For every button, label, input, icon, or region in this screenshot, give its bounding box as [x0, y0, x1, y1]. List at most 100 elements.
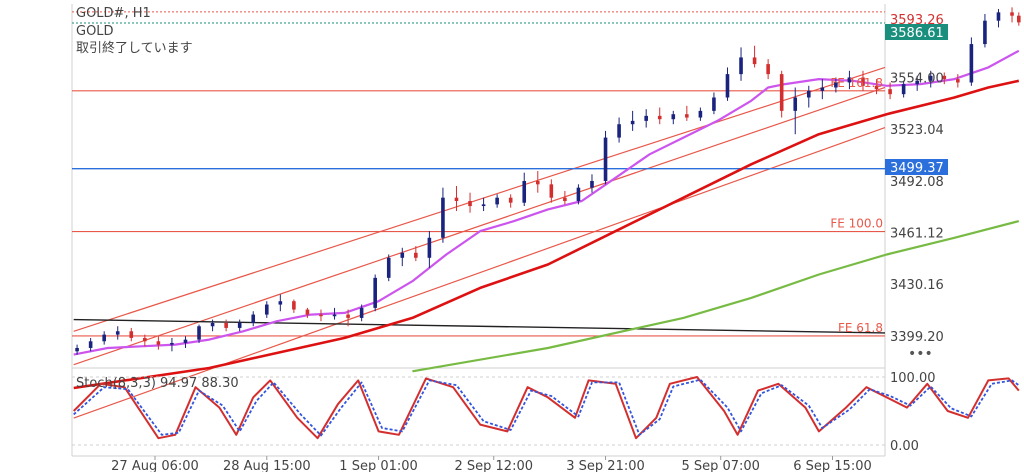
candle-body	[170, 342, 174, 345]
time-tick-label: 5 Sep 07:00	[681, 459, 760, 472]
candle-body	[563, 197, 567, 202]
candle-body	[752, 57, 757, 65]
candle-body	[834, 82, 838, 88]
time-axis-ticks: 27 Aug 06:00 28 Aug 15:00 1 Sep 01:00 2 Sep…	[111, 456, 872, 474]
candle-body	[88, 341, 93, 348]
moving-average-line-2	[412, 220, 1020, 373]
candle-body	[739, 57, 743, 75]
candle-body	[1010, 12, 1014, 16]
more-options-button[interactable]: •••	[908, 346, 933, 362]
moving-average-line-0	[73, 49, 1020, 356]
blue-line-badge	[885, 159, 948, 175]
candle-body	[332, 314, 337, 317]
candle-body	[630, 120, 635, 125]
trend-line-3	[73, 318, 886, 334]
candle-body	[373, 277, 377, 308]
time-tick-label: 1 Sep 01:00	[339, 459, 418, 472]
candle-body	[888, 89, 892, 95]
candle-body	[969, 44, 974, 83]
stoch-series-0	[72, 376, 1020, 440]
candle-body	[671, 114, 676, 120]
candle-body	[400, 252, 405, 258]
price-tick-label: 3430.16	[890, 278, 944, 293]
candle-body	[820, 87, 825, 91]
candle-body	[251, 314, 256, 323]
candle-body	[996, 12, 1001, 21]
price-axis-ticks: 3554.00 3523.04 3492.08 3461.12 3430.16 3399.…	[890, 71, 944, 454]
candle-body	[956, 79, 960, 83]
time-tick-label: 2 Sep 12:00	[454, 459, 533, 472]
candle-body	[522, 180, 527, 203]
stoch-series-1	[73, 378, 1020, 437]
time-tick-label: 6 Sep 15:00	[793, 459, 872, 472]
candle-body	[224, 322, 228, 328]
candle-body	[644, 115, 648, 121]
candle-body	[495, 197, 499, 205]
candle-body	[793, 97, 798, 111]
candle-body	[414, 252, 418, 258]
candle-body	[386, 257, 391, 278]
price-tick-label: 3461.12	[890, 227, 944, 242]
candle-body	[115, 331, 120, 335]
fibo-label: FE 100.0	[830, 217, 883, 231]
candle-body	[1017, 15, 1021, 23]
candle-body	[928, 75, 933, 81]
candle-body	[698, 110, 703, 118]
price-tick-label: 3399.20	[890, 330, 944, 345]
candle-body	[657, 115, 662, 120]
candle-body	[590, 180, 594, 188]
current-price-label: 3586.61	[890, 26, 944, 41]
candle-body	[901, 84, 906, 95]
candle-body	[454, 197, 459, 202]
candle-body	[779, 74, 784, 111]
candle-body	[725, 74, 730, 98]
price-tick-label: 3523.04	[890, 123, 944, 138]
candle-body	[874, 85, 879, 90]
fibo-labels: FE 161.8 FE 100.0 FE 61.8	[830, 76, 883, 335]
stochastic-oscillator	[72, 376, 1020, 446]
candle-body	[712, 97, 716, 111]
channel-line-1	[73, 86, 886, 366]
time-tick-label: 28 Aug 15:00	[223, 459, 311, 472]
stoch-tick-label: 100.00	[890, 371, 936, 386]
candle-body	[481, 204, 486, 207]
candle-body	[75, 347, 79, 352]
candle-body	[861, 77, 865, 86]
symbol-timeframe: GOLD#, H1	[76, 6, 151, 21]
candle-body	[942, 75, 947, 80]
channel-line-0	[73, 66, 886, 332]
candle-body	[441, 197, 445, 238]
candle-body	[576, 187, 581, 202]
candle-body	[319, 314, 323, 317]
candle-body	[359, 307, 364, 318]
channel-line-2	[73, 126, 886, 419]
candle-body	[427, 237, 432, 258]
time-tick-label: 3 Sep 21:00	[566, 459, 645, 472]
candle-body	[806, 90, 811, 98]
stoch-legend: Stoch(8,3,3) 94.97 88.30	[76, 376, 239, 391]
fibo-label: FE 161.8	[830, 76, 883, 90]
fibo-label: FE 61.8	[838, 321, 883, 335]
candle-body	[468, 201, 472, 207]
price-tick-label: 3554.00	[890, 71, 944, 86]
candle-body	[197, 326, 201, 340]
candlesticks	[75, 7, 1021, 355]
stoch-tick-label: 0.00	[890, 439, 919, 454]
current-price-badge	[885, 24, 948, 40]
candle-body	[129, 331, 134, 338]
candle-body	[617, 124, 621, 138]
candle-body	[305, 309, 310, 315]
price-tick-label: 3492.08	[890, 175, 944, 190]
candle-body	[237, 322, 242, 328]
candle-body	[346, 314, 350, 318]
drawn-lines	[72, 11, 886, 419]
candle-body	[847, 77, 852, 83]
moving-averages	[73, 49, 1020, 390]
moving-average-line-1	[73, 79, 1020, 390]
candle-body	[766, 64, 770, 75]
candle-body	[535, 180, 540, 185]
candle-body	[508, 197, 513, 203]
